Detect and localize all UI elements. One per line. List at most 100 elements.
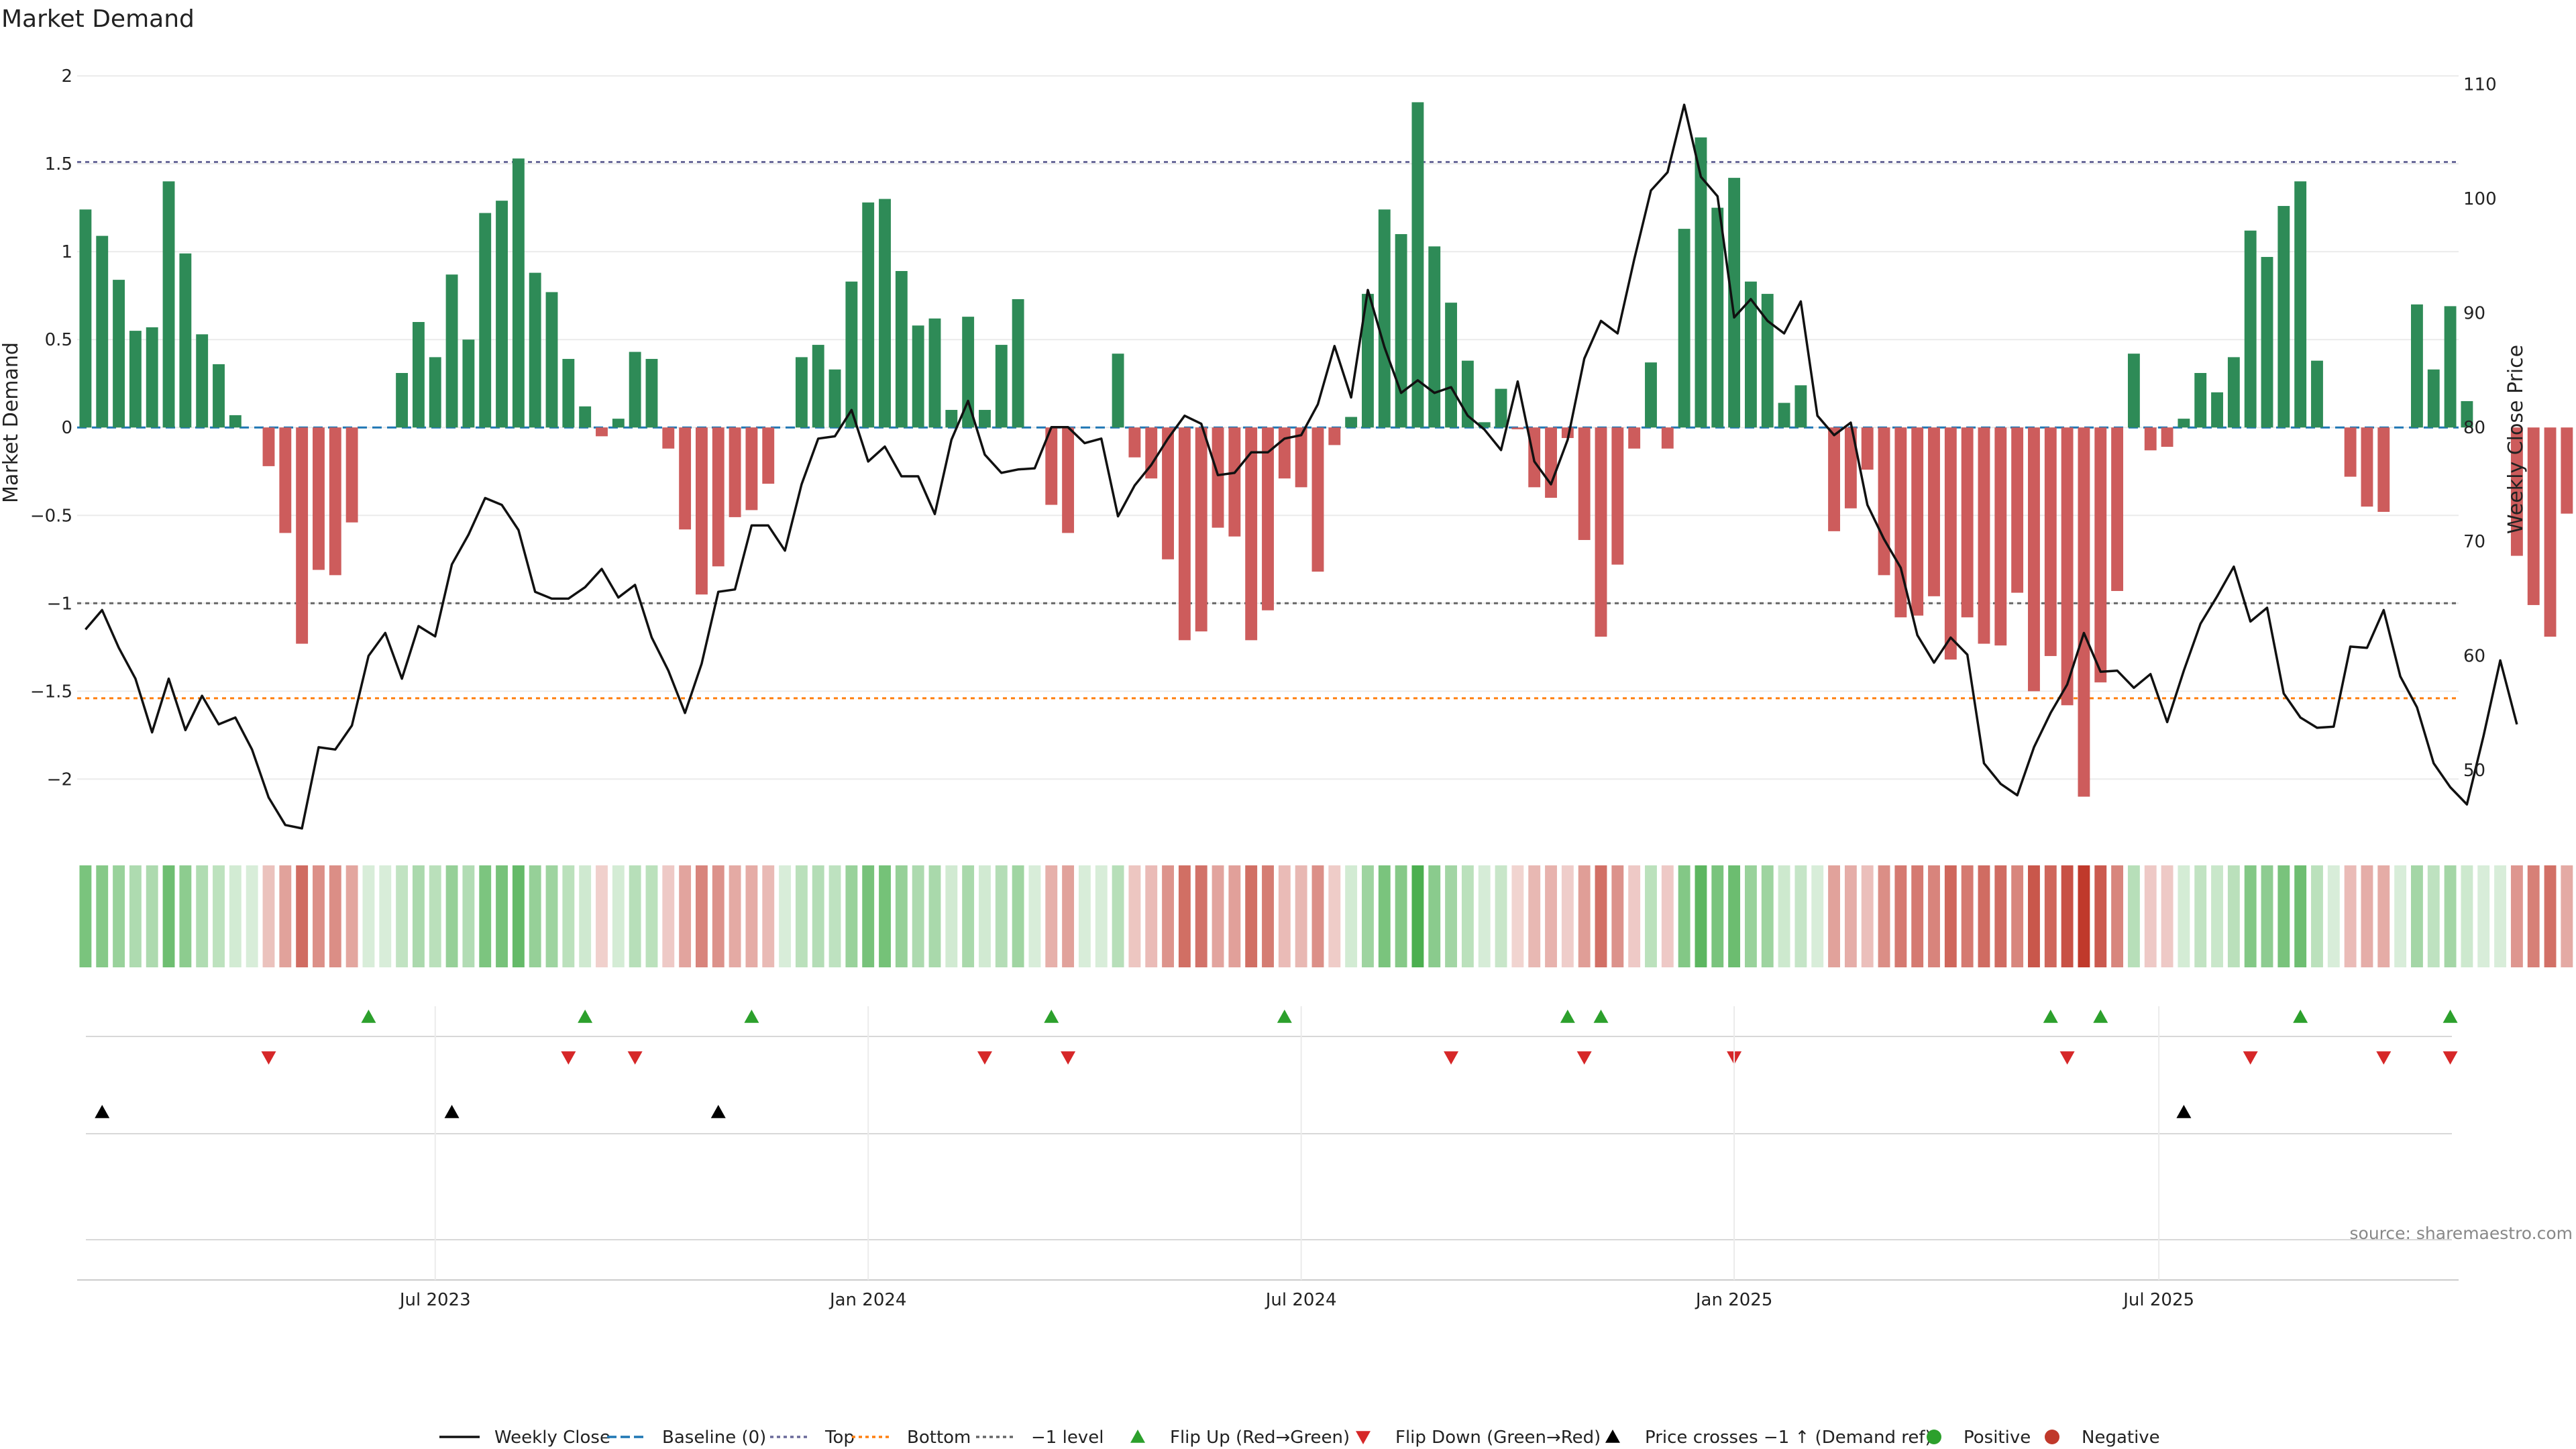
heat-cell	[995, 865, 1008, 967]
demand-bar	[1861, 427, 1874, 470]
demand-bar	[2444, 306, 2457, 428]
heat-cell	[96, 865, 109, 967]
demand-bar	[1262, 427, 1274, 610]
heat-cell	[2111, 865, 2124, 967]
demand-bar	[629, 352, 641, 428]
demand-bar	[113, 280, 125, 428]
heat-cell	[1128, 865, 1141, 967]
legend: Weekly Close Baseline (0) Top Bottom −1 leve…	[439, 1428, 2160, 1448]
heat-cell	[1411, 865, 1424, 967]
heat-cell	[1062, 865, 1075, 967]
demand-bar	[1112, 354, 1124, 428]
heat-cell	[412, 865, 425, 967]
demand-bar	[1994, 427, 2007, 646]
flip-up-marker	[744, 1010, 759, 1023]
flip-up-marker	[2293, 1010, 2308, 1023]
heat-cell	[696, 865, 708, 967]
heat-cell	[1112, 865, 1124, 967]
heat-cell	[812, 865, 824, 967]
demand-bar	[213, 364, 225, 428]
demand-bar	[1278, 427, 1291, 479]
heat-cell	[2527, 865, 2540, 967]
demand-bar	[2461, 400, 2473, 428]
demand-bar	[1461, 360, 1474, 428]
heat-cell	[562, 865, 575, 967]
heat-cell	[1561, 865, 1574, 967]
demand-bar	[1728, 178, 1741, 428]
heat-cell	[2044, 865, 2057, 967]
y2-axis-label: Weekly Close Price	[2504, 345, 2528, 534]
demand-bar	[862, 202, 875, 428]
heat-cell	[1461, 865, 1474, 967]
heat-cell	[1445, 865, 1458, 967]
heat-cell	[2344, 865, 2357, 967]
heat-cell	[1245, 865, 1258, 967]
heat-cell	[828, 865, 841, 967]
heat-cell	[2227, 865, 2240, 967]
demand-bar	[2261, 257, 2273, 428]
demand-bar	[229, 415, 241, 428]
demand-bar	[1828, 427, 1840, 531]
heat-cell	[612, 865, 625, 967]
y2-tick-label: 100	[2463, 189, 2497, 209]
demand-bar	[879, 199, 891, 428]
demand-bar	[1062, 427, 1075, 533]
demand-bar	[1661, 427, 1674, 449]
demand-bar	[1645, 362, 1657, 428]
heat-cell	[113, 865, 125, 967]
demand-bar	[1978, 427, 1990, 644]
y2-tick-label: 90	[2463, 303, 2485, 323]
heat-cell	[1262, 865, 1274, 967]
heat-cell	[2127, 865, 2140, 967]
heat-cell	[296, 865, 309, 967]
demand-bar	[845, 281, 858, 428]
demand-bar	[2361, 427, 2373, 507]
heat-cell	[712, 865, 724, 967]
y2-tick-label: 50	[2463, 761, 2485, 781]
heat-cell	[1428, 865, 1441, 967]
demand-bar	[1794, 385, 1807, 428]
flip-up-marker	[2043, 1010, 2058, 1023]
demand-bar	[462, 339, 475, 428]
heat-cell	[1311, 865, 1324, 967]
legend-swatch	[1356, 1431, 1371, 1444]
price-cross-marker	[444, 1105, 460, 1118]
heat-cell	[1894, 865, 1907, 967]
demand-bar	[1328, 427, 1341, 445]
demand-bar	[1711, 207, 1724, 428]
heat-cell	[1595, 865, 1607, 967]
event-panels	[77, 1036, 2459, 1281]
heat-cell	[1628, 865, 1641, 967]
demand-bar	[1045, 427, 1058, 505]
demand-bar	[1695, 137, 1707, 428]
demand-bar	[1761, 294, 1774, 428]
demand-bar	[529, 272, 541, 428]
heat-cell	[1345, 865, 1358, 967]
demand-bar	[612, 419, 625, 428]
heat-cell	[1028, 865, 1041, 967]
x-tick-label: Jan 2025	[1695, 1290, 1773, 1310]
heat-cell	[795, 865, 808, 967]
heat-cell	[629, 865, 641, 967]
demand-bar	[562, 359, 575, 428]
demand-bar	[1678, 229, 1690, 428]
legend-item: Negative	[2045, 1428, 2160, 1448]
demand-bar	[162, 181, 175, 428]
heat-cell	[1844, 865, 1857, 967]
heat-cell	[1678, 865, 1690, 967]
heat-cell	[2078, 865, 2090, 967]
heat-cell	[2277, 865, 2290, 967]
legend-label: Price crosses −1 ↑ (Demand ref)	[1645, 1428, 1932, 1448]
heat-cell	[2311, 865, 2323, 967]
y2-tick-label: 80	[2463, 418, 2485, 438]
x-axis: Jul 2023 Jan 2024 Jul 2024 Jan 2025 Jul 2025	[398, 1006, 2194, 1310]
demand-bar	[2277, 206, 2290, 428]
heat-cell	[1528, 865, 1541, 967]
heat-cell	[1178, 865, 1191, 967]
event-markers	[95, 1010, 2458, 1118]
demand-bar	[1495, 388, 1507, 428]
y-tick-label: −1	[47, 594, 72, 614]
demand-bar	[2044, 427, 2057, 656]
demand-bar	[2211, 392, 2223, 428]
